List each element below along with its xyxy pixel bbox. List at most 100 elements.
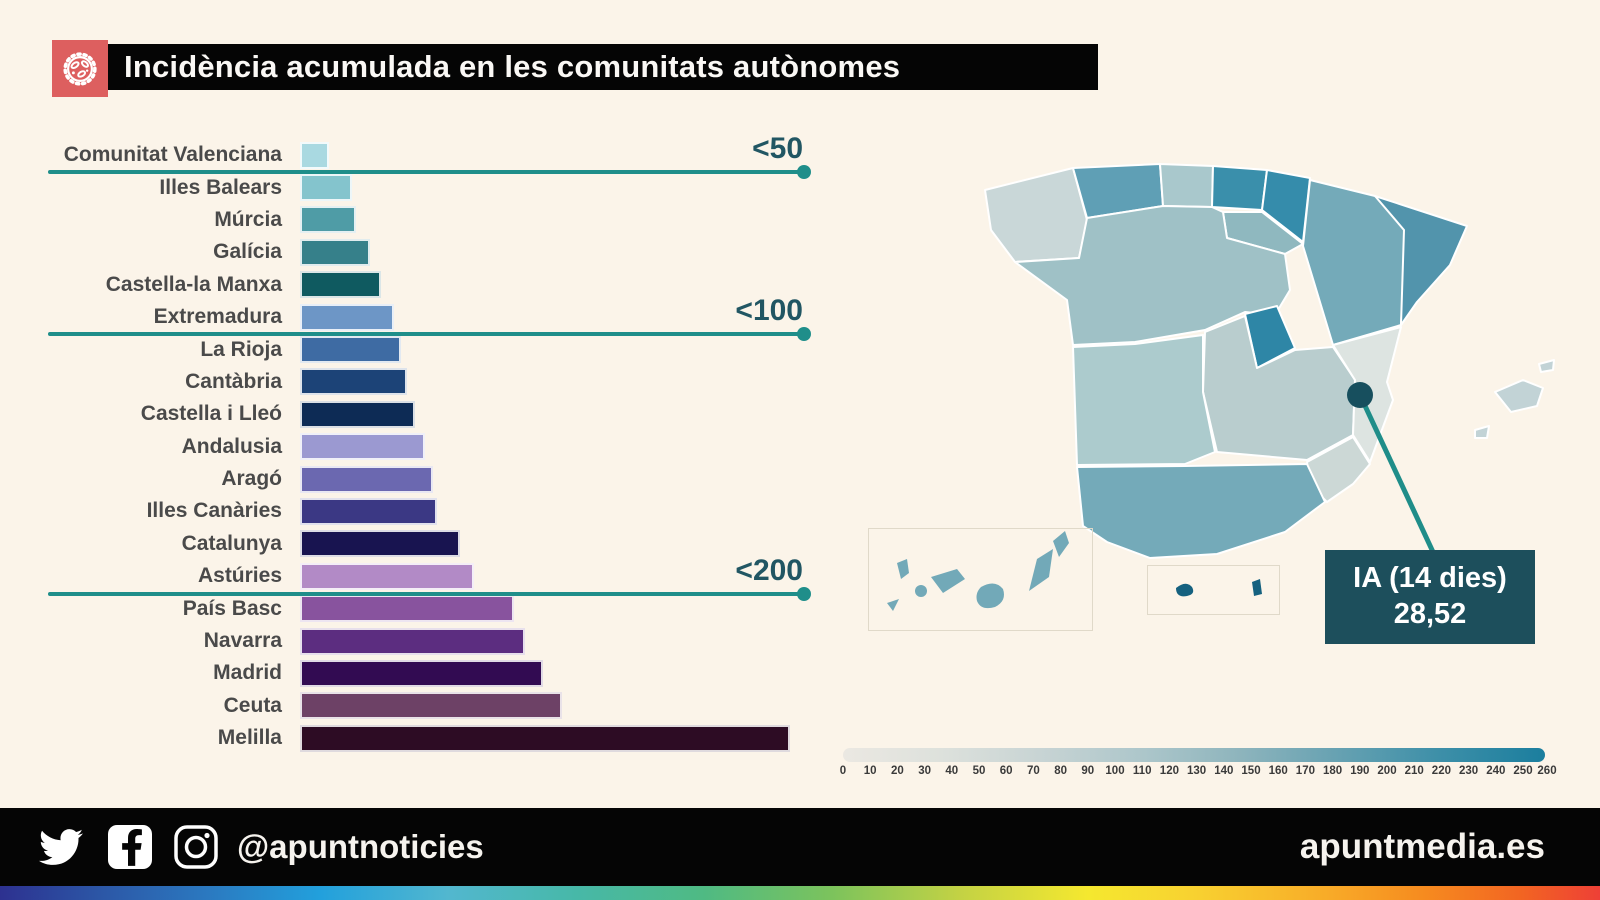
legend-tick: 80 <box>1054 765 1067 777</box>
footer-bar: @apuntnoticies apuntmedia.es <box>0 808 1600 886</box>
region-bar <box>300 271 381 299</box>
bar-row: Cantàbria <box>48 366 805 398</box>
legend-tick: 100 <box>1105 765 1125 777</box>
legend-tick: 150 <box>1241 765 1261 777</box>
map-region <box>1538 359 1555 373</box>
bar-row: Astúries <box>48 560 805 592</box>
region-label: Castella-la Manxa <box>105 272 282 296</box>
legend-tick: 0 <box>839 765 847 777</box>
region-bar <box>300 433 425 461</box>
legend-tick: 260 <box>1537 765 1557 777</box>
facebook-icon[interactable] <box>107 824 153 870</box>
region-label: Múrcia <box>214 207 282 231</box>
legend-tick: 60 <box>999 765 1013 777</box>
region-label: Aragó <box>221 467 282 491</box>
callout-label: IA (14 dies) <box>1353 562 1507 595</box>
region-bar <box>300 724 790 752</box>
threshold-line: <100 <box>48 294 811 342</box>
legend-tick: 110 <box>1132 765 1152 777</box>
color-scale-ticks: 0 10 20 30 40 50 60 70 80 90 100 110 120 130 140 150 160… <box>839 765 1573 781</box>
region-label: Astúries <box>197 564 282 588</box>
legend-tick: 230 <box>1459 765 1479 777</box>
title-banner: Incidència acumulada en les comunitats a… <box>108 44 1098 90</box>
threshold-label: <50 <box>752 132 803 166</box>
map-region <box>1211 165 1268 211</box>
legend-tick: 140 <box>1214 765 1234 777</box>
region-label: Cantàbria <box>185 369 282 393</box>
bar-row: Andalusia <box>48 431 805 463</box>
color-scale-bar <box>843 748 1545 762</box>
legend-tick: 210 <box>1404 765 1424 777</box>
legend-tick: 200 <box>1377 765 1397 777</box>
region-label: Comunitat Valenciana <box>63 143 282 167</box>
legend-tick: 40 <box>945 765 959 777</box>
map-region <box>984 167 1088 263</box>
region-bar <box>300 465 433 493</box>
legend-tick: 20 <box>890 765 904 777</box>
threshold-line: <50 <box>48 132 811 180</box>
region-label: Illes Canàries <box>146 499 282 523</box>
instagram-icon[interactable] <box>173 824 219 870</box>
region-bar <box>300 400 415 428</box>
bar-row: Catalunya <box>48 528 805 560</box>
bar-row: Aragó <box>48 463 805 495</box>
bar-row: Navarra <box>48 625 805 657</box>
legend-tick: 50 <box>972 765 986 777</box>
bar-row: Múrcia <box>48 204 805 236</box>
region-bar <box>300 174 352 202</box>
region-label: Illes Balears <box>159 175 282 199</box>
region-bar <box>300 141 329 169</box>
social-handle[interactable]: @apuntnoticies <box>237 828 484 865</box>
bar-row: Comunitat Valenciana <box>48 139 805 171</box>
map-region <box>1474 425 1490 439</box>
canary-islands-inset <box>868 528 1093 631</box>
region-bar <box>300 206 356 234</box>
threshold-dot <box>797 327 811 342</box>
bar-row: Castella-la Manxa <box>48 269 805 301</box>
bar-row: Galícia <box>48 236 805 268</box>
bar-row: Ceuta <box>48 690 805 722</box>
threshold-dot <box>797 165 811 180</box>
region-bar <box>300 530 460 558</box>
region-label: Melilla <box>217 726 282 750</box>
region-bar <box>300 562 474 590</box>
bar-row: Extremadura <box>48 301 805 333</box>
threshold-line: <200 <box>48 554 811 601</box>
virus-icon <box>52 40 108 97</box>
social-icons <box>35 824 219 870</box>
spain-choropleth-map <box>984 163 1555 559</box>
legend-tick: 120 <box>1159 765 1179 777</box>
map-region <box>1494 379 1544 413</box>
bar-row: Castella i Lleó <box>48 398 805 430</box>
rainbow-strip <box>0 886 1600 900</box>
bar-row: Illes Balears <box>48 171 805 203</box>
region-label: Extremadura <box>153 305 282 329</box>
region-bar <box>300 692 562 720</box>
map-region <box>1176 583 1194 597</box>
region-bar <box>300 627 525 655</box>
bar-row: La Rioja <box>48 333 805 365</box>
legend-tick: 220 <box>1431 765 1451 777</box>
map-region <box>1159 163 1214 208</box>
threshold-dot <box>797 586 811 601</box>
map-region <box>1076 463 1326 559</box>
legend-tick: 240 <box>1486 765 1506 777</box>
region-label: País Basc <box>182 596 282 620</box>
region-label: Navarra <box>203 629 282 653</box>
region-bar <box>300 659 543 687</box>
page-title: Incidència acumulada en les comunitats a… <box>124 49 901 84</box>
region-label: La Rioja <box>200 337 282 361</box>
ceuta-melilla-inset <box>1147 565 1280 615</box>
callout-connector-line <box>1357 393 1436 554</box>
legend-tick: 90 <box>1081 765 1095 777</box>
twitter-icon[interactable] <box>35 825 87 869</box>
site-url[interactable]: apuntmedia.es <box>1299 827 1545 866</box>
bar-row: Melilla <box>48 722 805 754</box>
region-label: Castella i Lleó <box>140 402 282 426</box>
region-label: Madrid <box>213 661 282 685</box>
incidence-callout: IA (14 dies) 28,52 <box>1325 550 1535 644</box>
bar-row: País Basc <box>48 592 805 624</box>
region-label: Andalusia <box>181 434 282 458</box>
legend-tick: 30 <box>918 765 931 777</box>
region-bar <box>300 303 394 331</box>
